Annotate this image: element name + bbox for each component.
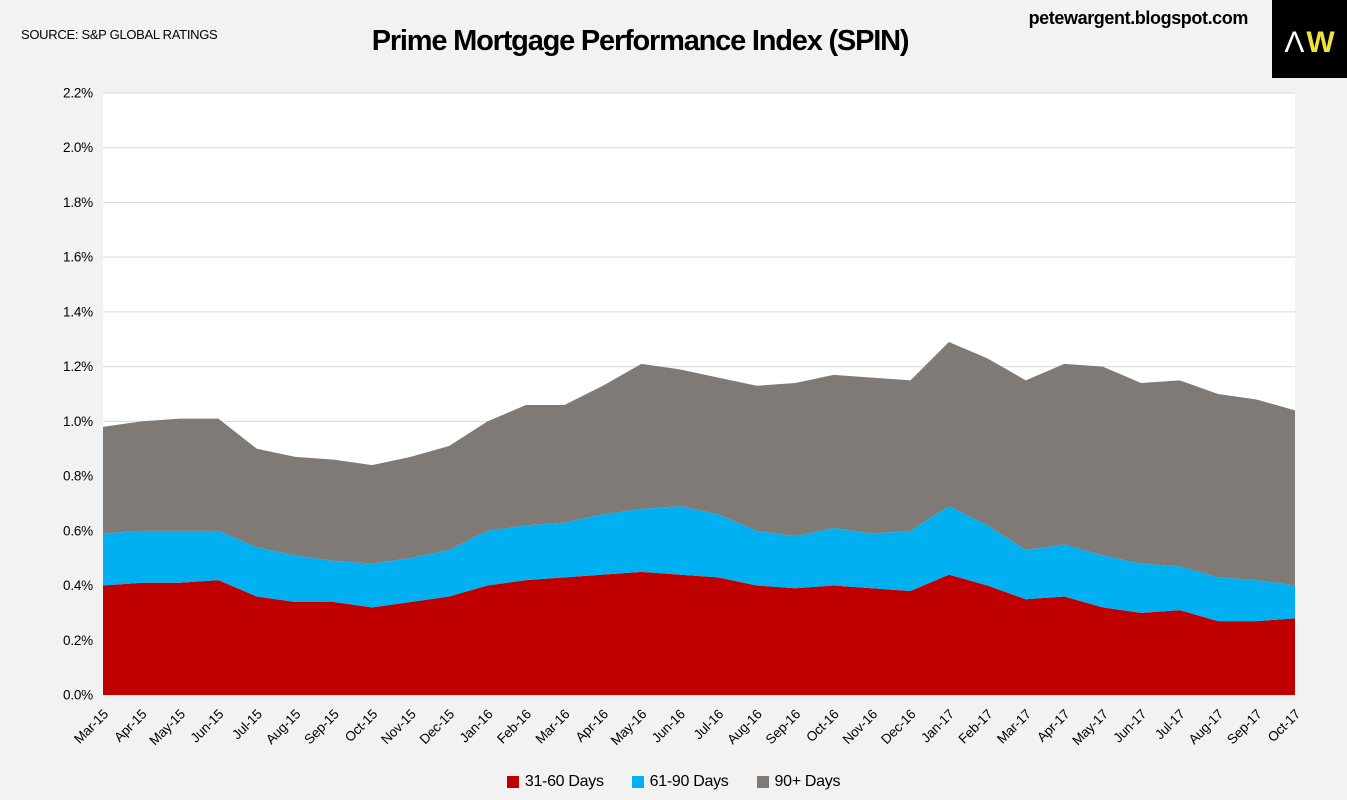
x-tick-label: Jun-15 <box>188 707 227 746</box>
x-tick-label: May-17 <box>1069 707 1111 749</box>
legend-item-31-60-days: 31-60 Days <box>506 773 604 791</box>
x-tick-label: Oct-15 <box>342 707 380 745</box>
x-tick-label: Nov-15 <box>378 707 419 748</box>
y-tick-label: 0.0% <box>63 688 93 703</box>
x-tick-label: Apr-17 <box>1034 707 1072 745</box>
x-tick-label: Feb-16 <box>494 707 534 747</box>
area-series-31-60-days <box>103 571 1295 695</box>
x-tick-label: Sep-15 <box>301 707 342 748</box>
x-tick-label: Oct-17 <box>1265 707 1303 745</box>
x-tick-label: Jan-16 <box>457 707 496 746</box>
chart-title: Prime Mortgage Performance Index (SPIN) <box>371 25 910 57</box>
x-tick-label: Jan-17 <box>918 707 957 746</box>
legend-label-61-90-days: 61-90 Days <box>649 773 729 790</box>
x-tick-label: Oct-16 <box>803 707 841 745</box>
legend-item-90-plus-days: 90+ Days <box>756 773 841 791</box>
x-tick-label: Dec-16 <box>878 707 919 748</box>
y-tick-label: 0.8% <box>63 469 93 484</box>
x-tick-label: May-16 <box>608 707 650 749</box>
x-tick-label: Jul-16 <box>691 707 727 743</box>
y-tick-label: 1.8% <box>63 195 93 210</box>
x-tick-label: Aug-15 <box>263 707 304 748</box>
y-tick-label: 1.6% <box>63 250 93 265</box>
legend-label-31-60-days: 31-60 Days <box>524 773 604 790</box>
y-tick-label: 2.2% <box>63 86 93 101</box>
x-tick-label: Mar-17 <box>994 707 1034 747</box>
x-tick-label: Dec-15 <box>417 707 458 748</box>
x-tick-label: Jun-17 <box>1110 707 1149 746</box>
x-tick-label: Nov-16 <box>840 707 881 748</box>
aw-logo: Λ W <box>1272 0 1347 78</box>
x-tick-label: Feb-17 <box>956 707 996 747</box>
x-tick-label: Jun-16 <box>649 707 688 746</box>
x-tick-label: Mar-15 <box>71 707 111 747</box>
x-tick-label: Jul-17 <box>1152 707 1188 743</box>
x-tick-label: Aug-17 <box>1186 707 1227 748</box>
y-tick-label: 1.2% <box>63 359 93 374</box>
legend-swatch-31-60-days-icon <box>506 776 519 788</box>
source-label: SOURCE: S&P GLOBAL RATINGS <box>21 27 218 42</box>
y-tick-label: 1.0% <box>63 414 93 429</box>
x-tick-label: Apr-16 <box>573 707 611 745</box>
legend: 31-60 Days 61-90 Days 90+ Days <box>0 773 1347 791</box>
x-tick-label: Jul-15 <box>229 707 265 743</box>
legend-item-61-90-days: 61-90 Days <box>631 773 729 791</box>
area-series-61-90-days <box>103 506 1295 622</box>
legend-label-90-plus-days: 90+ Days <box>774 773 841 790</box>
x-tick-label: Sep-16 <box>763 707 804 748</box>
x-tick-label: Mar-16 <box>533 707 573 747</box>
x-tick-label: Sep-17 <box>1224 707 1265 748</box>
y-tick-label: 1.4% <box>63 304 93 319</box>
logo-letter-a: Λ <box>1284 26 1305 59</box>
x-tick-label: Aug-16 <box>724 707 765 748</box>
legend-swatch-61-90-days-icon <box>631 776 644 788</box>
x-tick-label: May-15 <box>146 707 188 749</box>
watermark-url: petewargent.blogspot.com <box>1028 8 1249 28</box>
chart-canvas: 0.0% 0.2% 0.4% 0.6% 0.8% 1.0% 1.2% 1.4% 1.6% 1.8%… <box>63 86 1303 749</box>
x-tick-label: Apr-15 <box>111 707 149 745</box>
y-tick-label: 0.4% <box>63 578 93 593</box>
logo-letter-w: W <box>1306 26 1335 59</box>
legend-swatch-90-plus-days-icon <box>756 776 769 788</box>
y-tick-label: 0.6% <box>63 523 93 538</box>
area-series-90-days <box>103 342 1295 586</box>
y-tick-label: 2.0% <box>63 140 93 155</box>
y-tick-label: 0.2% <box>63 633 93 648</box>
